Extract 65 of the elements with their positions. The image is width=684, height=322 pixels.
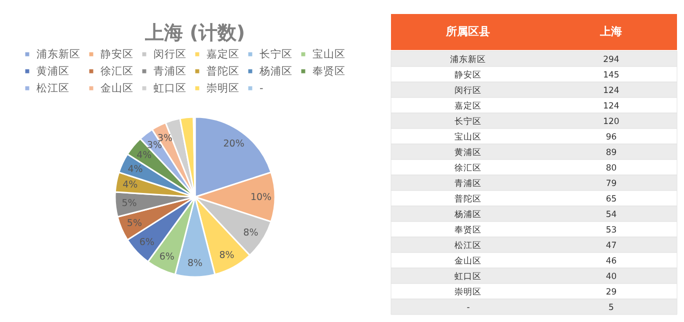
category-label: 虹口区 bbox=[454, 270, 482, 282]
category-label: 奉贤区 bbox=[454, 224, 482, 236]
category-label: 松江区 bbox=[454, 240, 482, 251]
data-label: 46 bbox=[606, 256, 617, 266]
legend-label: 虹口区 bbox=[154, 82, 186, 94]
data-label: 4% bbox=[122, 180, 138, 191]
category-label: 金山区 bbox=[454, 255, 482, 266]
data-label: 5 bbox=[608, 302, 614, 313]
category-label: 宝山区 bbox=[454, 131, 482, 142]
data-label: 124 bbox=[603, 86, 620, 96]
legend-label: 宝山区 bbox=[312, 47, 346, 60]
data-label: 8% bbox=[187, 258, 203, 269]
legend-label: 普陀区 bbox=[206, 64, 240, 78]
data-label: 96 bbox=[606, 132, 617, 142]
data-label: 53 bbox=[606, 225, 617, 236]
category-label: 徐汇区 bbox=[454, 162, 482, 174]
data-label: 4% bbox=[128, 164, 143, 175]
data-label: 10% bbox=[250, 192, 272, 203]
category-label: 普陀区 bbox=[454, 193, 482, 204]
chart-title: 上海 (计数) bbox=[144, 22, 245, 44]
category-label: 黄浦区 bbox=[454, 146, 482, 158]
data-label: 6% bbox=[159, 252, 174, 263]
data-label: 80 bbox=[606, 163, 617, 174]
legend-label: 崇明区 bbox=[206, 81, 240, 94]
category-label: 长宁区 bbox=[454, 116, 482, 127]
data-label: 294 bbox=[603, 54, 620, 65]
data-label: 4% bbox=[136, 150, 152, 161]
data-label: 124 bbox=[603, 101, 620, 112]
legend-label: 徐汇区 bbox=[100, 65, 134, 78]
legend-label: 浦东新区 bbox=[36, 47, 80, 60]
data-label: 89 bbox=[606, 148, 617, 158]
category-label: 青浦区 bbox=[454, 178, 482, 189]
text: 所属区县 bbox=[445, 25, 490, 38]
legend-label: 青浦区 bbox=[154, 64, 186, 78]
legend-label: 嘉定区 bbox=[206, 47, 240, 60]
category-label: 闵行区 bbox=[454, 84, 482, 96]
legend-label: 静安区 bbox=[100, 47, 134, 60]
legend-label: 闵行区 bbox=[154, 48, 186, 60]
data-label: 79 bbox=[606, 178, 617, 189]
legend-label: 长宁区 bbox=[260, 47, 292, 60]
data-label: 54 bbox=[606, 210, 617, 220]
data-label: 6% bbox=[139, 237, 154, 248]
data-label: 8% bbox=[243, 227, 258, 238]
category-label: 浦东新区 bbox=[450, 54, 486, 65]
legend-label: - bbox=[260, 82, 264, 94]
legend-label: 金山区 bbox=[100, 81, 134, 94]
legend-label: 松江区 bbox=[36, 82, 70, 94]
data-label: 20% bbox=[223, 138, 244, 150]
data-label: 120 bbox=[603, 116, 620, 127]
data-label: 40 bbox=[606, 272, 617, 282]
data-label: 65 bbox=[606, 194, 617, 204]
text: 上海 bbox=[599, 25, 622, 38]
data-label: 8% bbox=[219, 250, 234, 261]
data-label: 5% bbox=[126, 218, 142, 230]
legend-label: 黄浦区 bbox=[36, 64, 70, 78]
category-label: - bbox=[466, 302, 470, 313]
data-label: 47 bbox=[606, 240, 617, 251]
legend-label: 杨浦区 bbox=[258, 65, 292, 78]
data-label: 29 bbox=[606, 287, 617, 298]
data-label: 145 bbox=[603, 70, 620, 80]
legend-label: 奉贤区 bbox=[312, 65, 346, 78]
category-label: 杨浦区 bbox=[454, 208, 482, 220]
category-label: 静安区 bbox=[454, 69, 482, 80]
category-label: 嘉定区 bbox=[454, 100, 482, 112]
category-label: 崇明区 bbox=[454, 286, 482, 298]
